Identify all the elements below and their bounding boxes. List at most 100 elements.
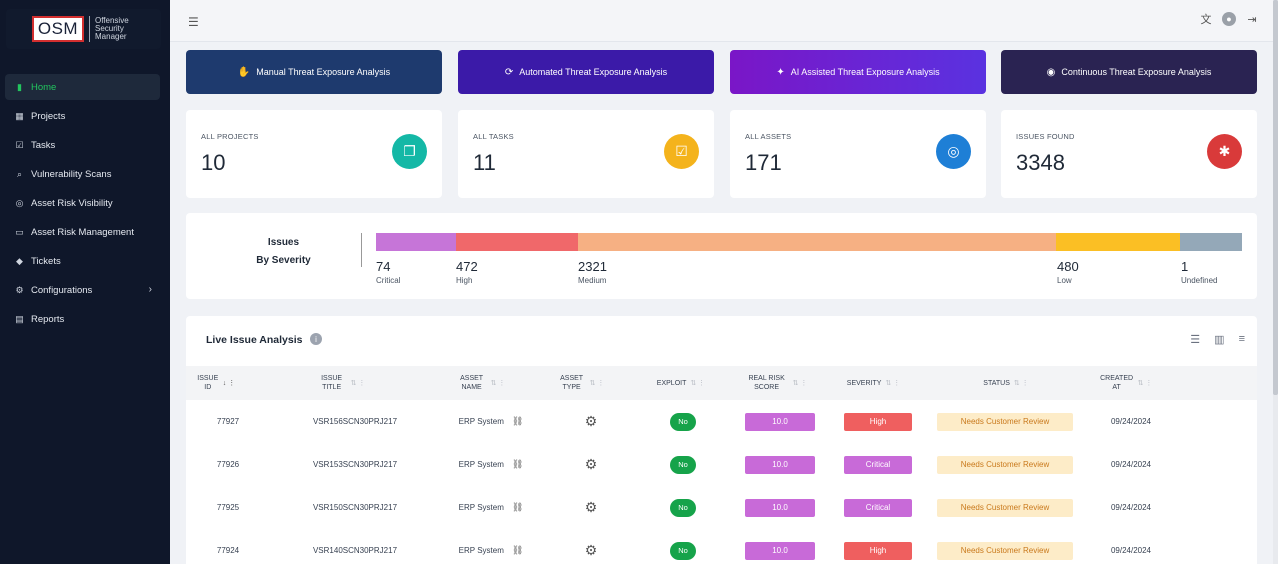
cell-issue-title[interactable]: VSR156SCN30PRJ217 bbox=[312, 417, 398, 426]
sidebar-item-configurations[interactable]: ⚙ Configurations › bbox=[5, 277, 160, 303]
columns-icon[interactable]: ▥ bbox=[1214, 334, 1225, 346]
severity-segment-high[interactable] bbox=[456, 233, 578, 251]
header-status[interactable]: STATUS ⇅ ⋮ bbox=[956, 366, 1056, 400]
sort-icon[interactable]: ⇅ ⋮ bbox=[792, 379, 808, 387]
sparkle-icon: ✦ bbox=[776, 66, 785, 78]
header-severity[interactable]: SEVERITY ⇅ ⋮ bbox=[836, 366, 911, 400]
button-label: Continuous Threat Exposure Analysis bbox=[1061, 67, 1212, 77]
continuous-analysis-button[interactable]: ◉ Continuous Threat Exposure Analysis bbox=[1001, 50, 1257, 94]
severity-medium: 2321 Medium bbox=[578, 259, 607, 285]
exploit-badge: No bbox=[670, 498, 696, 517]
sort-icon[interactable]: ⇅ ⋮ bbox=[1137, 379, 1153, 387]
scrollbar-thumb[interactable] bbox=[1273, 0, 1278, 395]
sort-icon[interactable]: ⇅ ⋮ bbox=[885, 379, 901, 387]
sidebar-item-asset-risk-management[interactable]: ▭ Asset Risk Management bbox=[5, 219, 160, 245]
scan-icon: ⌕ bbox=[16, 168, 23, 179]
logout-icon[interactable]: ⇥ bbox=[1247, 13, 1257, 26]
user-icon[interactable]: ● bbox=[1222, 12, 1236, 26]
stat-label: ALL PROJECTS bbox=[201, 132, 259, 141]
translate-icon[interactable]: 文 bbox=[1200, 14, 1212, 26]
sidebar-item-tickets[interactable]: ◆ Tickets bbox=[5, 248, 160, 274]
sidebar-item-label: Projects bbox=[31, 110, 66, 122]
cell-risk-score: 10.0 bbox=[736, 529, 824, 564]
stat-card-issues[interactable]: ISSUES FOUND 3348 ✱ bbox=[1001, 110, 1257, 198]
severity-segment-medium[interactable] bbox=[578, 233, 1056, 251]
asset-name: ERP System bbox=[458, 546, 504, 555]
severity-segment-low[interactable] bbox=[1056, 233, 1180, 251]
cell-status: Needs Customer Review bbox=[936, 443, 1074, 486]
logo[interactable]: OSM Offensive Security Manager bbox=[6, 9, 161, 49]
header-label: ISSUE TITLE bbox=[321, 375, 343, 391]
severity-segment-critical[interactable] bbox=[376, 233, 456, 251]
sort-icon[interactable]: ⇅ ⋮ bbox=[1013, 379, 1029, 387]
server-icon: ⚙ bbox=[584, 542, 598, 558]
config-icon: ⚙ bbox=[15, 284, 24, 295]
table-tools: ☰ ▥ ≡ bbox=[1190, 333, 1245, 346]
table-row[interactable]: 77927 VSR156SCN30PRJ217 ERP System ⛓ ⚙ N… bbox=[186, 400, 1257, 443]
sidebar-item-vulnerability-scans[interactable]: ⌕ Vulnerability Scans bbox=[5, 161, 160, 187]
link-icon[interactable]: ⛓ bbox=[511, 545, 524, 555]
table-row[interactable]: 77925 VSR150SCN30PRJ217 ERP System ⛓ ⚙ N… bbox=[186, 486, 1257, 529]
stat-card-assets[interactable]: ALL ASSETS 171 ◎ bbox=[730, 110, 986, 198]
link-icon[interactable]: ⛓ bbox=[511, 459, 524, 469]
risk-score-badge: 10.0 bbox=[745, 412, 815, 431]
clipboard-icon: ☑ bbox=[15, 139, 24, 150]
sidebar: OSM Offensive Security Manager ▮ Home ▦ … bbox=[0, 0, 170, 564]
folders-icon: ❐ bbox=[392, 134, 427, 169]
header-issue-id[interactable]: ISSUE ID ↓ ⋮ bbox=[186, 366, 246, 400]
scrollbar[interactable] bbox=[1273, 0, 1278, 564]
stat-label: ALL TASKS bbox=[473, 132, 514, 141]
sort-icon[interactable]: ⇅ ⋮ bbox=[690, 379, 706, 387]
top-actions: 文 ● ⇥ bbox=[1199, 12, 1259, 26]
sidebar-item-reports[interactable]: ▤ Reports bbox=[5, 306, 160, 332]
manual-analysis-button[interactable]: ✋ Manual Threat Exposure Analysis bbox=[186, 50, 442, 94]
header-exploit[interactable]: EXPLOIT ⇅ ⋮ bbox=[641, 366, 721, 400]
sidebar-item-asset-risk-visibility[interactable]: ◎ Asset Risk Visibility bbox=[5, 190, 160, 216]
severity-name: Undefined bbox=[1181, 276, 1218, 285]
sort-icon[interactable]: ⇅ ⋮ bbox=[589, 379, 605, 387]
link-icon[interactable]: ⛓ bbox=[511, 416, 524, 426]
asset-name: ERP System bbox=[458, 503, 504, 512]
table-row[interactable]: 77926 VSR153SCN30PRJ217 ERP System ⛓ ⚙ N… bbox=[186, 443, 1257, 486]
sidebar-item-label: Asset Risk Visibility bbox=[31, 197, 113, 209]
header-issue-title[interactable]: ISSUE TITLE ⇅ ⋮ bbox=[286, 366, 396, 400]
severity-title-line2: By Severity bbox=[256, 255, 311, 266]
header-asset-type[interactable]: ASSET TYPE ⇅ ⋮ bbox=[546, 366, 616, 400]
header-asset-name[interactable]: ASSET NAME ⇅ ⋮ bbox=[441, 366, 521, 400]
info-icon[interactable]: i bbox=[310, 333, 322, 345]
severity-title: Issues By Severity bbox=[226, 234, 341, 270]
sidebar-item-home[interactable]: ▮ Home bbox=[5, 74, 160, 100]
automated-analysis-button[interactable]: ⟳ Automated Threat Exposure Analysis bbox=[458, 50, 714, 94]
cell-issue-title[interactable]: VSR153SCN30PRJ217 bbox=[312, 460, 398, 469]
stat-value: 171 bbox=[745, 150, 782, 175]
stat-card-tasks[interactable]: ALL TASKS 11 ☑ bbox=[458, 110, 714, 198]
menu-icon[interactable]: ☰ bbox=[188, 15, 199, 29]
density-icon[interactable]: ≡ bbox=[1238, 333, 1245, 345]
severity-segment-undefined[interactable] bbox=[1180, 233, 1242, 251]
ai-analysis-button[interactable]: ✦ AI Assisted Threat Exposure Analysis bbox=[730, 50, 986, 94]
risk-score-badge: 10.0 bbox=[745, 541, 815, 560]
sidebar-item-label: Reports bbox=[31, 313, 65, 325]
header-label: STATUS bbox=[983, 379, 1010, 387]
sidebar-item-tasks[interactable]: ☑ Tasks bbox=[5, 132, 160, 158]
severity-high: 472 High bbox=[456, 259, 478, 285]
sidebar-item-projects[interactable]: ▦ Projects bbox=[5, 103, 160, 129]
cell-issue-title[interactable]: VSR140SCN30PRJ217 bbox=[312, 546, 398, 555]
filter-icon[interactable]: ☰ bbox=[1190, 334, 1201, 346]
sort-desc-icon[interactable]: ↓ ⋮ bbox=[222, 379, 236, 387]
stat-card-projects[interactable]: ALL PROJECTS 10 ❐ bbox=[186, 110, 442, 198]
table-row[interactable]: 77924 VSR140SCN30PRJ217 ERP System ⛓ ⚙ N… bbox=[186, 529, 1257, 564]
cell-exploit: No bbox=[641, 443, 725, 486]
header-created-at[interactable]: CREATED AT ⇅ ⋮ bbox=[1091, 366, 1161, 400]
button-label: Automated Threat Exposure Analysis bbox=[519, 67, 668, 77]
tag-icon: ◆ bbox=[16, 255, 23, 266]
table-header: ISSUE ID ↓ ⋮ ISSUE TITLE ⇅ ⋮ ASSET NAME … bbox=[186, 366, 1257, 400]
link-icon[interactable]: ⛓ bbox=[511, 502, 524, 512]
header-risk-score[interactable]: REAL RISK SCORE ⇅ ⋮ bbox=[736, 366, 816, 400]
severity-badge: High bbox=[844, 541, 912, 560]
cell-issue-id: 77926 bbox=[216, 460, 240, 469]
target-icon: ◎ bbox=[15, 197, 24, 208]
sort-icon[interactable]: ⇅ ⋮ bbox=[350, 379, 366, 387]
cell-issue-title[interactable]: VSR150SCN30PRJ217 bbox=[312, 503, 398, 512]
sort-icon[interactable]: ⇅ ⋮ bbox=[490, 379, 506, 387]
